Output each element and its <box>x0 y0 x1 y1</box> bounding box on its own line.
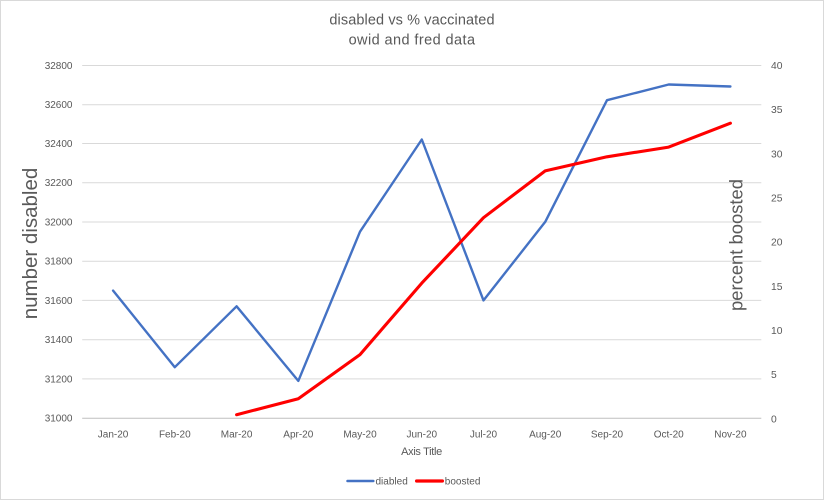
svg-text:Mar-20: Mar-20 <box>221 430 253 441</box>
svg-text:Apr-20: Apr-20 <box>283 430 313 441</box>
svg-text:31800: 31800 <box>45 257 73 268</box>
svg-text:number disabled: number disabled <box>19 168 42 320</box>
svg-text:Oct-20: Oct-20 <box>654 430 684 441</box>
svg-text:5: 5 <box>771 370 777 381</box>
svg-text:owid and fred data: owid and fred data <box>349 33 476 49</box>
svg-text:31400: 31400 <box>45 335 73 346</box>
svg-text:Jun-20: Jun-20 <box>407 430 438 441</box>
svg-text:32400: 32400 <box>45 139 73 150</box>
svg-text:15: 15 <box>771 282 783 293</box>
svg-text:May-20: May-20 <box>343 430 377 441</box>
svg-text:35: 35 <box>771 105 783 116</box>
svg-text:Axis Title: Axis Title <box>401 446 442 458</box>
svg-text:32800: 32800 <box>45 61 73 72</box>
svg-text:Sep-20: Sep-20 <box>591 430 624 441</box>
svg-text:31000: 31000 <box>45 414 73 425</box>
svg-text:25: 25 <box>771 194 783 205</box>
svg-text:Jul-20: Jul-20 <box>470 430 498 441</box>
svg-text:0: 0 <box>771 414 777 425</box>
svg-text:boosted: boosted <box>445 477 481 488</box>
svg-text:31600: 31600 <box>45 296 73 307</box>
svg-text:Nov-20: Nov-20 <box>714 430 747 441</box>
svg-text:diabled: diabled <box>376 477 408 488</box>
svg-text:Feb-20: Feb-20 <box>159 430 191 441</box>
svg-text:30: 30 <box>771 149 783 160</box>
svg-text:disabled vs % vaccinated: disabled vs % vaccinated <box>329 13 494 29</box>
svg-text:Jan-20: Jan-20 <box>98 430 129 441</box>
svg-text:40: 40 <box>771 61 783 72</box>
svg-text:20: 20 <box>771 238 783 249</box>
svg-text:10: 10 <box>771 326 783 337</box>
svg-text:Aug-20: Aug-20 <box>529 430 562 441</box>
svg-text:32200: 32200 <box>45 178 73 189</box>
svg-text:31200: 31200 <box>45 374 73 385</box>
svg-text:percent boosted: percent boosted <box>726 179 747 311</box>
svg-text:32600: 32600 <box>45 100 73 111</box>
svg-text:32000: 32000 <box>45 218 73 229</box>
